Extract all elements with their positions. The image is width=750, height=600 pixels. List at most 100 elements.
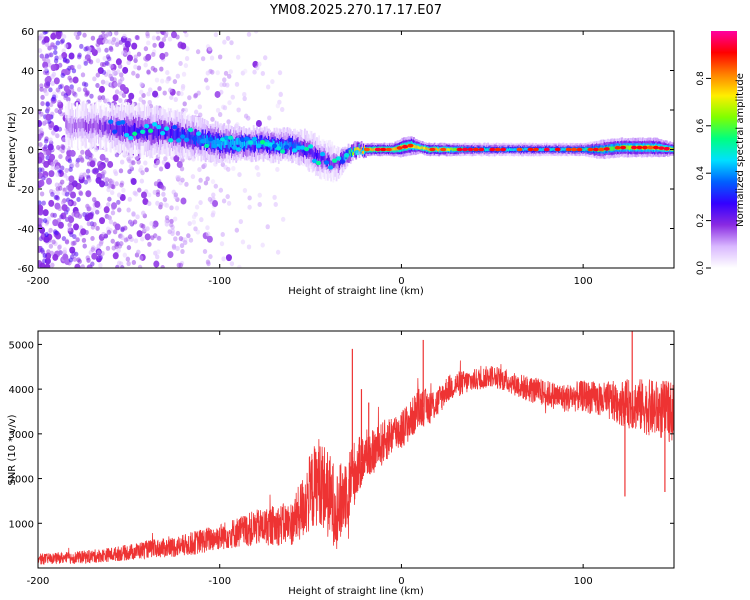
ridge-cell: [363, 145, 366, 149]
noise-cell: [247, 195, 252, 201]
noise-cell: [139, 89, 144, 95]
noise-cell: [139, 178, 145, 184]
noise-cell: [80, 228, 87, 236]
noise-cell: [83, 179, 89, 185]
ridge-cell: [507, 148, 510, 152]
noise-cell: [150, 65, 156, 71]
ridge-peak-dot: [204, 143, 210, 149]
noise-cell: [48, 125, 53, 131]
noise-cell: [48, 170, 55, 178]
x-tick-label: -200: [27, 576, 50, 587]
ridge-cell: [127, 125, 130, 137]
noise-cell: [152, 223, 157, 229]
ridge-cell: [68, 123, 71, 133]
ridge-peak-dot: [363, 147, 370, 152]
ridge-cell: [91, 123, 94, 134]
noise-cell: [118, 168, 124, 174]
noise-cell: [215, 107, 221, 113]
ridge-cell: [337, 159, 340, 174]
noise-cell: [164, 215, 170, 221]
ridge-cell: [609, 146, 612, 151]
noise-cell: [175, 73, 181, 79]
ridge-cell: [356, 147, 359, 153]
ridge-peak-dot: [331, 158, 338, 163]
ridge-cell: [488, 148, 491, 152]
ridge-peak-dot: [374, 147, 381, 152]
noise-cell: [47, 143, 54, 151]
noise-cell: [136, 51, 142, 57]
ridge-peak-dot: [462, 147, 469, 152]
y-tick-label: 1000: [9, 519, 34, 530]
noise-cell: [140, 236, 145, 242]
ridge-peak-dot: [287, 137, 294, 143]
noise-cell: [211, 210, 216, 216]
ridge-peak-dot: [144, 123, 150, 129]
ridge-cell: [204, 129, 207, 147]
ridge-cell: [352, 152, 354, 156]
ridge-cell: [280, 141, 282, 149]
noise-cell: [48, 199, 55, 207]
ridge-cell: [541, 148, 544, 151]
noise-cell: [137, 187, 142, 193]
ridge-cell: [453, 148, 456, 151]
noise-cell: [67, 158, 73, 164]
ridge-peak-dot: [554, 147, 561, 152]
noise-cell: [67, 222, 72, 228]
ridge-cell: [317, 150, 319, 159]
noise-cell: [175, 175, 180, 181]
noise-cell: [124, 40, 131, 48]
ridge-cell: [189, 130, 192, 140]
noise-cell: [52, 219, 59, 227]
noise-cell: [145, 53, 152, 61]
ridge-cell: [143, 128, 146, 140]
ridge-cell: [420, 146, 423, 150]
noise-cell: [223, 70, 229, 76]
noise-cell: [257, 202, 262, 208]
noise-cell: [225, 194, 230, 200]
ridge-cell: [97, 124, 100, 134]
noise-cell: [77, 31, 82, 36]
ridge-cell: [332, 160, 335, 169]
noise-cell: [58, 154, 63, 160]
noise-cell: [184, 56, 190, 62]
ridge-cell: [274, 136, 277, 151]
ridge-cell: [318, 152, 321, 162]
ridge-cell: [102, 124, 105, 135]
ridge-peak-dot: [543, 147, 550, 152]
ridge-peak-dot: [576, 147, 583, 152]
noise-cell: [38, 156, 43, 164]
ridge-cell: [241, 141, 244, 149]
noise-cell: [114, 42, 120, 48]
ridge-cell: [331, 160, 334, 169]
ridge-cell: [522, 147, 524, 151]
ridge-cell: [426, 147, 428, 150]
noise-cell: [255, 120, 262, 128]
ridge-cell: [422, 147, 425, 150]
noise-cell: [147, 201, 152, 207]
ridge-cell: [276, 142, 279, 150]
noise-cell: [242, 188, 248, 194]
ridge-cell: [191, 130, 194, 140]
noise-cell: [60, 38, 65, 44]
noise-cell: [57, 221, 64, 229]
noise-cell: [172, 216, 178, 222]
noise-cell: [91, 168, 97, 174]
noise-cell: [197, 167, 202, 173]
ridge-cell: [69, 118, 72, 139]
ridge-cell: [169, 129, 172, 139]
noise-cell: [38, 109, 42, 115]
x-tick-label: -100: [208, 276, 231, 287]
noise-cell: [156, 249, 161, 255]
ridge-peak-dot: [527, 147, 534, 152]
noise-cell: [41, 175, 46, 181]
ridge-cell: [165, 129, 168, 140]
noise-cell: [45, 42, 50, 48]
ridge-peak-dot: [303, 146, 310, 152]
ridge-cell: [153, 128, 156, 140]
noise-cell: [134, 155, 140, 161]
noise-cell: [143, 62, 148, 68]
noise-cell: [123, 225, 128, 231]
ridge-cell: [582, 148, 584, 151]
noise-cell: [126, 245, 132, 251]
noise-cell: [38, 120, 43, 128]
